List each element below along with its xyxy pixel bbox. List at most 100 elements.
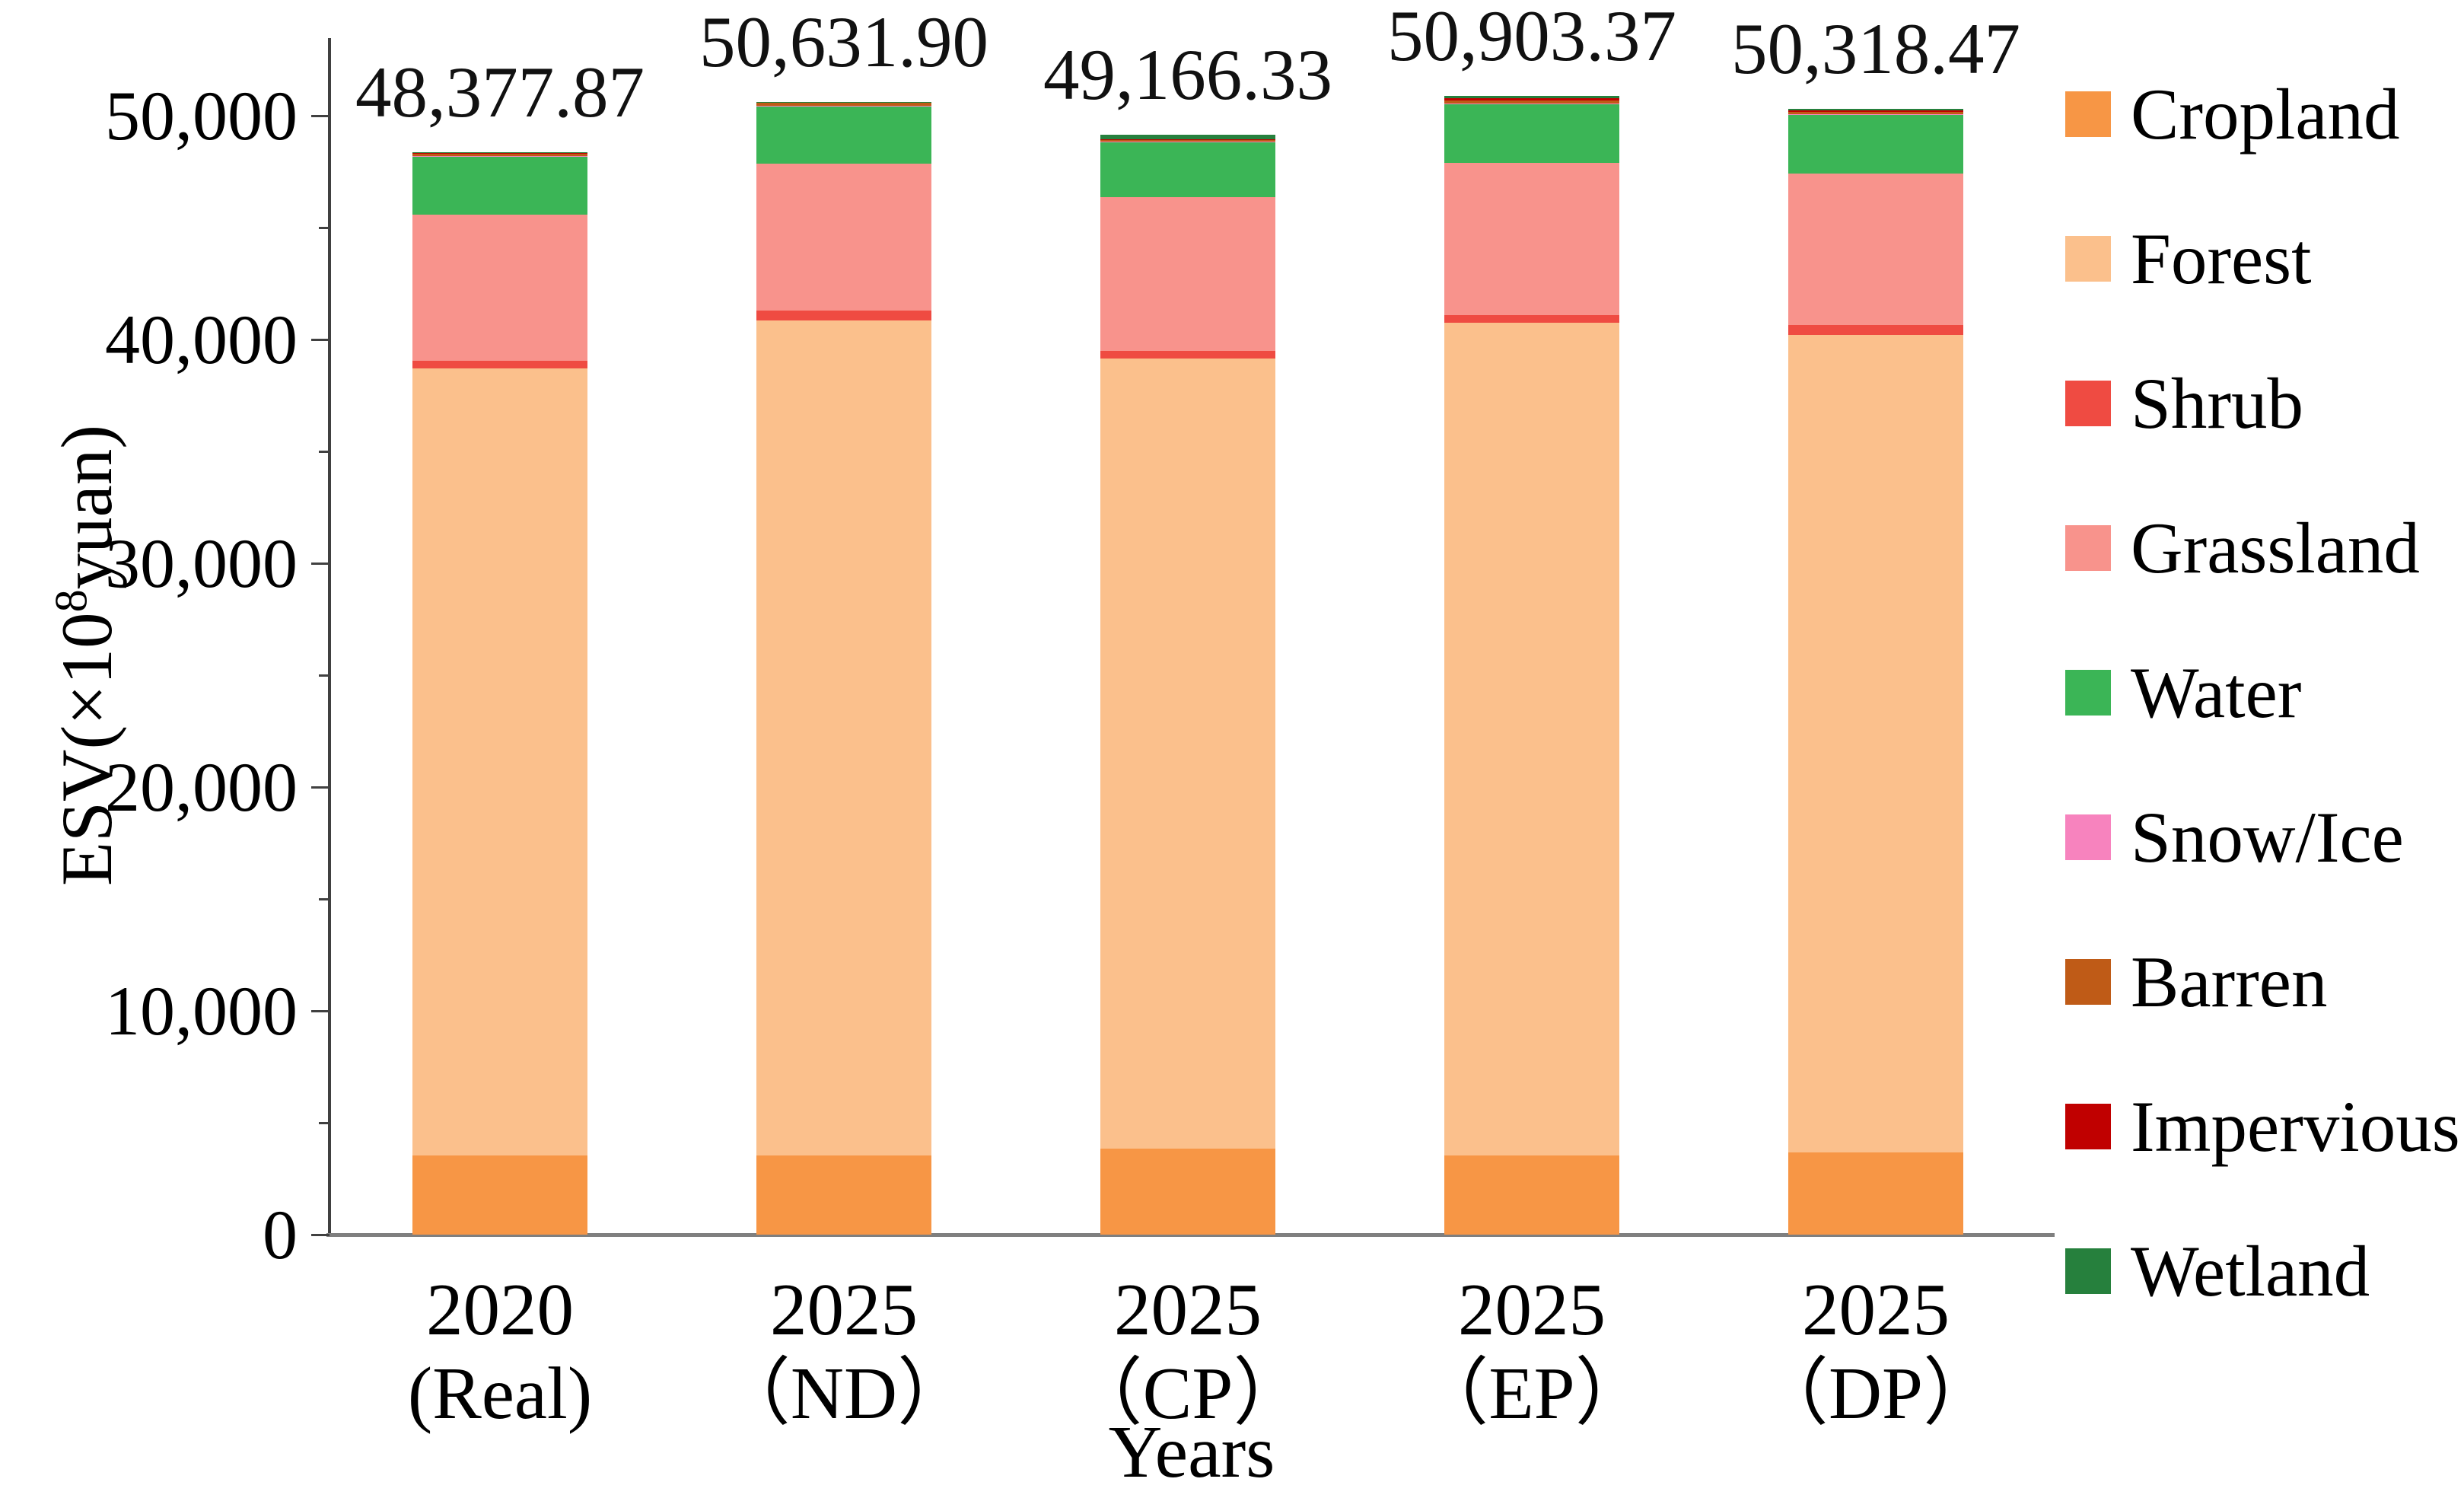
- legend-item-shrub: Shrub: [2055, 358, 2303, 449]
- y-axis-title-pre: ESV(×10: [46, 612, 127, 886]
- y-tick-label: 0: [263, 1196, 298, 1273]
- y-axis-major-tick: [311, 338, 329, 341]
- bar-segment-grassland: [756, 164, 931, 311]
- bar-segment-forest: [1788, 335, 1963, 1153]
- x-category-year: 2020: [426, 1269, 574, 1350]
- bar-segment-cropland: [756, 1155, 931, 1235]
- x-axis-title: Years: [1108, 1411, 1275, 1493]
- y-tick-label: 50,000: [105, 77, 298, 155]
- bar-segment-water: [1100, 142, 1275, 198]
- bar-segment-snow-ice: [1788, 113, 1963, 115]
- y-axis-major-tick: [311, 786, 329, 789]
- bar-total-label: 48,377.87: [355, 51, 645, 132]
- y-axis-line: [328, 38, 331, 1236]
- bar-segment-shrub: [756, 310, 931, 321]
- legend-swatch-icon: [2065, 236, 2111, 282]
- bar-segment-snow-ice: [756, 105, 931, 107]
- y-axis-major-tick: [311, 1009, 329, 1012]
- y-axis-minor-tick: [319, 674, 329, 677]
- legend-item-wetland: Wetland: [2055, 1225, 2370, 1317]
- bar-segment-impervious: [1444, 98, 1619, 101]
- legend-swatch-icon: [2065, 525, 2111, 571]
- y-axis-minor-tick: [319, 1121, 329, 1124]
- y-axis-title-post: yuan): [46, 425, 127, 590]
- bar-segment-wetland: [412, 151, 587, 153]
- bar-segment-forest: [412, 368, 587, 1155]
- bar-segment-barren: [412, 153, 587, 157]
- bar-total-label: 50,631.90: [699, 1, 988, 82]
- legend-item-grassland: Grassland: [2055, 502, 2420, 594]
- bar-total-label: 50,903.37: [1387, 0, 1676, 76]
- legend-swatch-icon: [2065, 91, 2111, 137]
- bar-segment-grassland: [1444, 163, 1619, 315]
- x-category-scenario: （DP）: [1755, 1353, 1997, 1434]
- legend-label: Snow/Ice: [2131, 797, 2404, 878]
- legend-item-forest: Forest: [2055, 213, 2312, 304]
- y-tick-label: 40,000: [105, 301, 298, 379]
- bar-segment-forest: [756, 320, 931, 1155]
- y-tick-label: 30,000: [105, 524, 298, 603]
- bar-segment-water: [1788, 114, 1963, 174]
- y-axis-title-superscript: 8: [46, 589, 97, 613]
- bar-segment-barren: [1444, 100, 1619, 104]
- x-category-year: 2025: [1458, 1269, 1606, 1350]
- bar-segment-water: [756, 106, 931, 164]
- legend-item-snow-ice: Snow/Ice: [2055, 792, 2404, 883]
- bar-segment-forest: [1444, 323, 1619, 1155]
- bar-segment-cropland: [1100, 1149, 1275, 1235]
- legend-swatch-icon: [2065, 670, 2111, 716]
- legend-label: Impervious: [2131, 1086, 2460, 1167]
- legend-label: Barren: [2131, 942, 2328, 1022]
- bar-segment-grassland: [1100, 197, 1275, 351]
- legend-swatch-icon: [2065, 959, 2111, 1005]
- bar-segment-snow-ice: [412, 156, 587, 157]
- y-axis-major-tick: [311, 114, 329, 117]
- y-axis-title: ESV(×108yuan): [45, 123, 129, 1188]
- x-category-scenario: (Real): [407, 1353, 593, 1434]
- bar-segment-snow-ice: [1444, 103, 1619, 105]
- bar-segment-shrub: [1444, 314, 1619, 324]
- y-axis-minor-tick: [319, 897, 329, 900]
- legend-item-cropland: Cropland: [2055, 69, 2400, 160]
- bar-segment-barren: [1788, 111, 1963, 114]
- bar-total-label: 49,166.33: [1043, 33, 1332, 115]
- x-category-scenario: （CP）: [1068, 1353, 1307, 1434]
- bar-segment-wetland: [1100, 134, 1275, 139]
- legend-item-impervious: Impervious: [2055, 1081, 2460, 1172]
- bar-segment-water: [412, 156, 587, 215]
- x-category-scenario: （ND）: [716, 1353, 972, 1434]
- bar-segment-wetland: [1788, 108, 1963, 110]
- bar-segment-shrub: [412, 361, 587, 369]
- x-category-year: 2025: [1114, 1269, 1262, 1350]
- legend-item-water: Water: [2055, 647, 2301, 738]
- x-category-scenario: （EP）: [1415, 1353, 1649, 1434]
- bar-segment-cropland: [412, 1155, 587, 1235]
- bar-segment-shrub: [1100, 350, 1275, 359]
- legend: Cropland Forest Shrub Grassland Water Snow/Ic…: [2055, 0, 2464, 1498]
- bar-segment-wetland: [1444, 95, 1619, 99]
- bar-segment-wetland: [756, 101, 931, 103]
- bar-segment-forest: [1100, 359, 1275, 1149]
- y-axis-minor-tick: [319, 226, 329, 229]
- legend-swatch-icon: [2065, 814, 2111, 860]
- bar-total-label: 50,318.47: [1731, 8, 2020, 89]
- legend-label: Shrub: [2131, 363, 2303, 444]
- legend-label: Water: [2131, 652, 2302, 733]
- bar-segment-grassland: [1788, 174, 1963, 326]
- y-axis-minor-tick: [319, 450, 329, 453]
- legend-swatch-icon: [2065, 381, 2111, 426]
- bar-segment-impervious: [1788, 110, 1963, 112]
- legend-swatch-icon: [2065, 1104, 2111, 1149]
- x-category-year: 2025: [770, 1269, 918, 1350]
- legend-label: Cropland: [2131, 74, 2400, 155]
- bar-segment-cropland: [1444, 1155, 1619, 1235]
- legend-swatch-icon: [2065, 1248, 2111, 1294]
- bar-segment-barren: [1100, 139, 1275, 142]
- legend-label: Wetland: [2131, 1231, 2370, 1312]
- y-tick-label: 20,000: [105, 748, 298, 827]
- y-axis-major-tick: [311, 562, 329, 565]
- bar-segment-shrub: [1788, 325, 1963, 336]
- x-axis-line: [326, 1233, 2055, 1237]
